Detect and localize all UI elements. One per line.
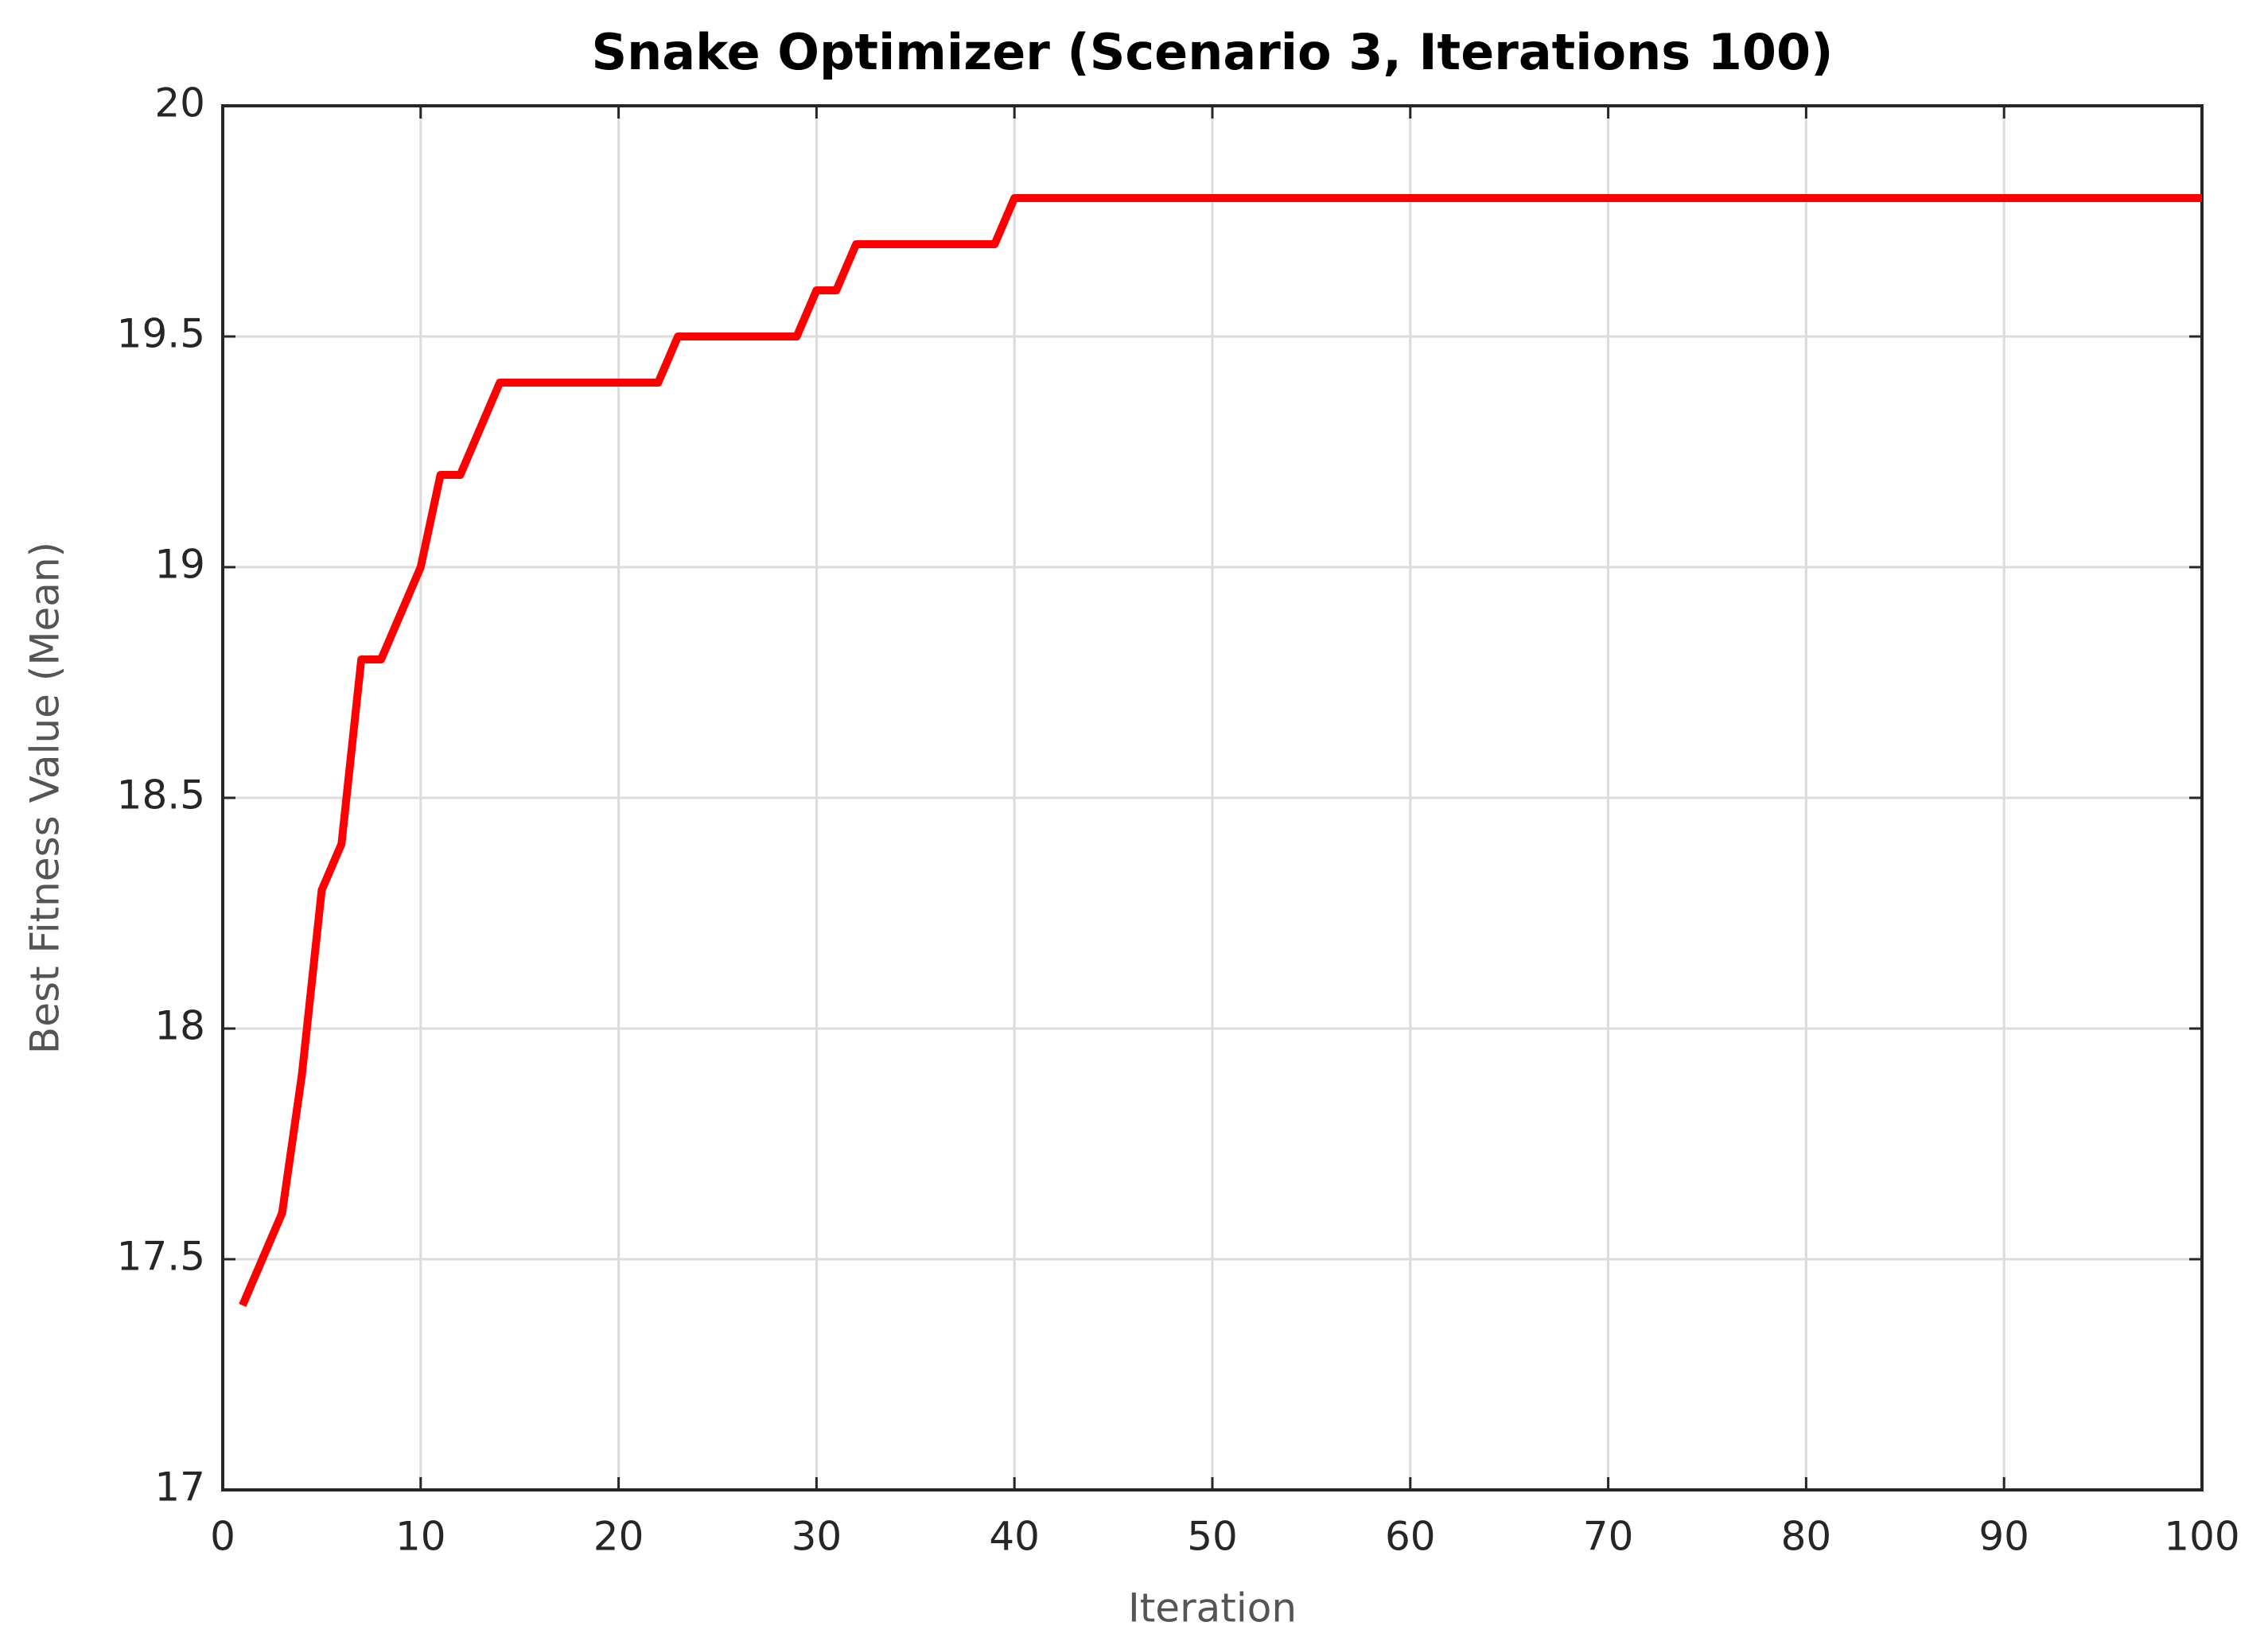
y-tick-label: 19.5 bbox=[117, 311, 205, 357]
x-tick-label: 70 bbox=[1583, 1514, 1634, 1560]
x-tick-label: 0 bbox=[210, 1514, 235, 1560]
y-tick-label: 18.5 bbox=[117, 772, 205, 819]
x-tick-label: 100 bbox=[2164, 1514, 2239, 1560]
x-tick-label: 10 bbox=[395, 1514, 446, 1560]
y-axis-label: Best Fitness Value (Mean) bbox=[22, 542, 68, 1054]
y-tick-label: 20 bbox=[154, 80, 205, 126]
y-tick-label: 18 bbox=[154, 1003, 205, 1049]
chart-title: Snake Optimizer (Scenario 3, Iterations … bbox=[591, 23, 1833, 81]
x-tick-label: 80 bbox=[1781, 1514, 1832, 1560]
x-tick-label: 20 bbox=[593, 1514, 644, 1560]
x-tick-label: 60 bbox=[1385, 1514, 1436, 1560]
x-tick-label: 50 bbox=[1187, 1514, 1238, 1560]
data-line bbox=[239, 194, 2202, 1307]
y-tick-label: 19 bbox=[154, 542, 205, 588]
x-axis-label: Iteration bbox=[1128, 1585, 1297, 1631]
y-tick-label: 17 bbox=[154, 1464, 205, 1511]
x-tick-label: 30 bbox=[792, 1514, 842, 1560]
y-tick-label: 17.5 bbox=[117, 1234, 205, 1280]
plot-frame bbox=[221, 104, 2204, 1491]
x-tick-label: 40 bbox=[989, 1514, 1040, 1560]
x-tick-label: 90 bbox=[1978, 1514, 2029, 1560]
